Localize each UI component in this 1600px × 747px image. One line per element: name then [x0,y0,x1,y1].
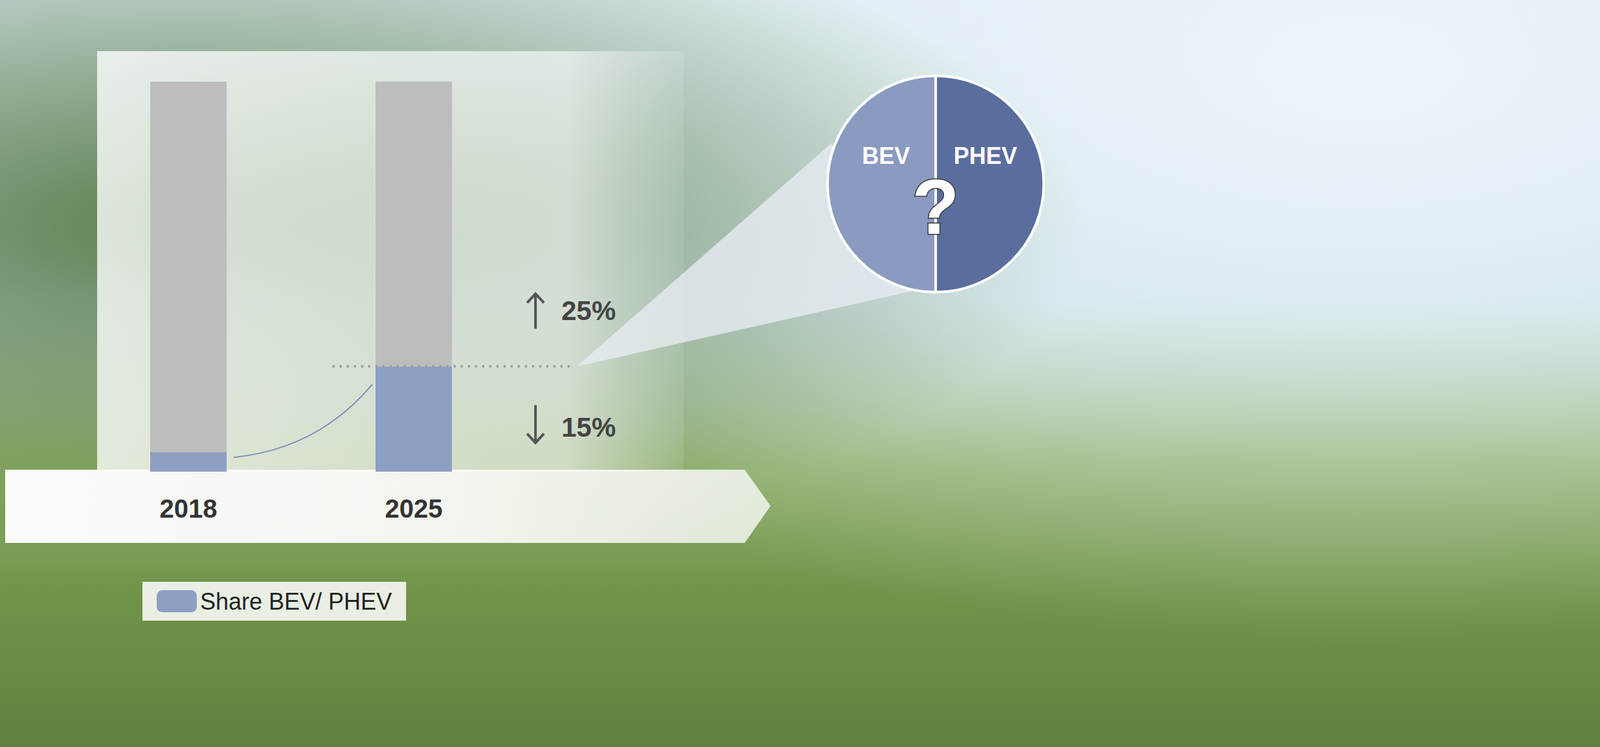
svg-text:Share BEV/ PHEV: Share BEV/ PHEV [200,587,392,615]
svg-text:2018: 2018 [159,494,218,523]
svg-text:15%: 15% [561,411,616,443]
svg-text:25%: 25% [561,295,616,326]
svg-text:PHEV: PHEV [953,142,1018,170]
svg-text:2025: 2025 [385,494,443,523]
svg-text:?: ? [911,163,959,250]
svg-text:BEV: BEV [861,142,910,170]
